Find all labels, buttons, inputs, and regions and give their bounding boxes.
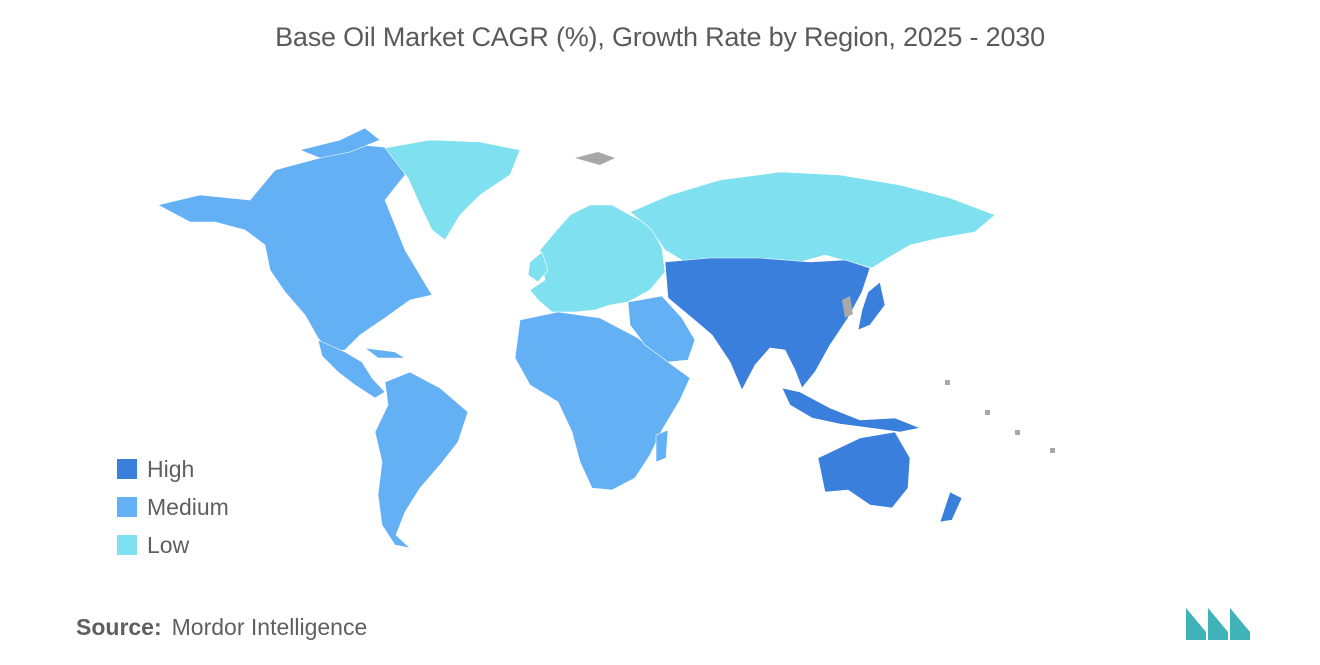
southeast-asia-shape — [781, 387, 922, 433]
legend-label-low: Low — [147, 531, 190, 558]
korea-shape — [842, 296, 853, 318]
central-america-shape — [317, 339, 386, 399]
region-north-america — [157, 127, 433, 399]
logo-middle-mark — [1208, 608, 1228, 640]
legend-item-high: High — [117, 450, 229, 488]
legend-swatch-low — [117, 535, 137, 555]
russia-shape — [629, 171, 996, 269]
legend-swatch-high — [117, 459, 137, 479]
mordor-intelligence-logo — [1186, 608, 1250, 640]
region-asia-pacific — [664, 257, 963, 523]
australia-shape — [817, 431, 911, 509]
africa-shape — [514, 311, 691, 491]
source-label: Source: — [76, 614, 162, 640]
legend-label-medium: Medium — [147, 493, 229, 520]
region-south-america — [374, 371, 469, 549]
madagascar-shape — [655, 429, 669, 463]
uk-shape — [527, 251, 549, 283]
legend-swatch-medium — [117, 497, 137, 517]
asia-shape — [664, 257, 871, 391]
europe-shape — [529, 204, 666, 313]
region-middle-east-africa — [514, 295, 696, 491]
south-america-shape — [374, 371, 469, 549]
legend-item-medium: Medium — [117, 488, 229, 526]
north-america-shape — [157, 144, 433, 353]
legend-label-high: High — [147, 455, 195, 482]
caribbean-shape — [363, 347, 407, 359]
svalbard-shape — [575, 152, 615, 165]
japan-shape — [857, 281, 886, 331]
canadian-arctic-islands — [299, 127, 381, 159]
logo-left-mark — [1186, 608, 1206, 640]
legend-item-low: Low — [117, 526, 229, 564]
chart-title: Base Oil Market CAGR (%), Growth Rate by… — [275, 22, 1045, 52]
new-zealand-shape — [939, 491, 963, 523]
source-value: Mordor Intelligence — [171, 614, 368, 640]
logo-right-mark — [1230, 608, 1250, 640]
no-data-areas — [575, 152, 1055, 453]
middle-east-shape — [627, 295, 696, 363]
greenland-shape — [384, 139, 521, 241]
source-note: Source: Mordor Intelligence — [76, 614, 367, 641]
pacific-islands-shape — [945, 380, 1055, 453]
legend: High Medium Low — [117, 450, 229, 564]
region-europe — [384, 139, 996, 313]
